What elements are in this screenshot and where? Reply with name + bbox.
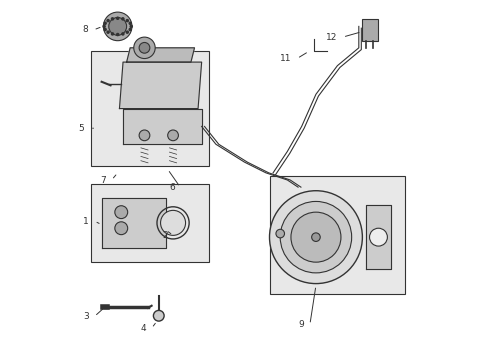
Text: 5: 5 (79, 124, 84, 133)
Circle shape (129, 28, 131, 31)
Text: 9: 9 (298, 320, 304, 329)
Circle shape (116, 33, 119, 36)
Bar (269, 176, 405, 294)
Circle shape (369, 228, 386, 246)
Circle shape (134, 37, 155, 59)
Circle shape (129, 22, 131, 24)
Circle shape (139, 130, 149, 141)
Text: 6: 6 (169, 183, 175, 192)
Circle shape (115, 206, 127, 219)
Bar (91, 51, 208, 166)
Circle shape (311, 233, 320, 242)
Text: 2: 2 (162, 231, 167, 240)
Text: 4: 4 (141, 324, 146, 333)
Circle shape (160, 210, 185, 235)
Text: 8: 8 (82, 26, 88, 35)
Circle shape (275, 229, 284, 238)
Circle shape (115, 222, 127, 235)
Polygon shape (365, 205, 390, 269)
Circle shape (126, 31, 128, 33)
Circle shape (107, 31, 109, 33)
Circle shape (103, 12, 132, 41)
Text: 10: 10 (368, 233, 380, 242)
Text: 12: 12 (325, 33, 337, 42)
Circle shape (104, 22, 106, 24)
Text: 11: 11 (280, 54, 291, 63)
Circle shape (126, 19, 128, 22)
Polygon shape (119, 62, 201, 109)
Polygon shape (123, 109, 201, 144)
Circle shape (103, 25, 105, 27)
Circle shape (269, 191, 362, 284)
Circle shape (104, 28, 106, 31)
Circle shape (290, 212, 340, 262)
Circle shape (130, 25, 132, 27)
Text: 3: 3 (83, 312, 89, 321)
Circle shape (153, 310, 164, 321)
Text: 7: 7 (101, 176, 106, 185)
Circle shape (116, 17, 119, 19)
Circle shape (108, 18, 126, 35)
Circle shape (111, 33, 113, 35)
Circle shape (122, 33, 123, 35)
Circle shape (167, 130, 178, 141)
Polygon shape (126, 48, 194, 62)
Text: 1: 1 (83, 217, 89, 226)
Polygon shape (102, 198, 165, 248)
Circle shape (111, 18, 113, 20)
Circle shape (280, 202, 351, 273)
Bar (91, 184, 208, 262)
Bar (362, 19, 378, 41)
Circle shape (107, 19, 109, 22)
Circle shape (122, 18, 123, 20)
Circle shape (139, 42, 149, 53)
